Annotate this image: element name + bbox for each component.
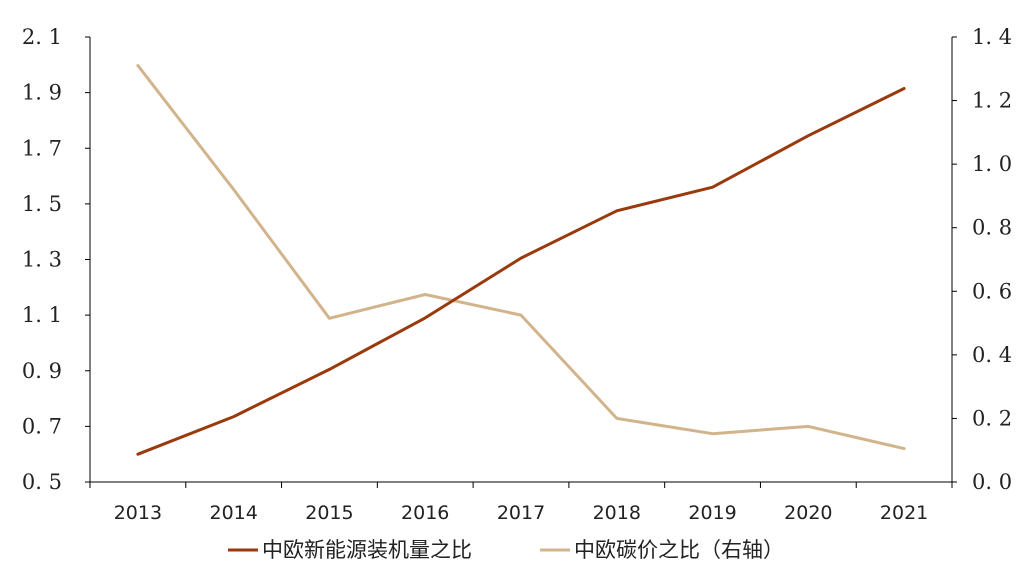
- y-left-tick-label: 1. 9: [22, 81, 62, 105]
- y-right-tick-label: 0. 2: [972, 406, 1012, 430]
- y-right-tick-label: 1. 0: [972, 152, 1012, 176]
- series-line-carbon-price-ratio: [136, 64, 906, 451]
- x-tick-label: 2019: [688, 502, 736, 524]
- y-right-tick-label: 1. 2: [972, 89, 1012, 113]
- y-right-tick-label: 1. 4: [972, 25, 1012, 49]
- y-left-tick-label: 0. 5: [22, 470, 62, 494]
- y-right-tick-label: 0. 0: [972, 470, 1012, 494]
- y-left-tick-label: 1. 3: [22, 248, 62, 272]
- series-layer: [136, 64, 906, 456]
- x-tick-label: 2015: [305, 502, 353, 524]
- x-tick-label: 2016: [401, 502, 449, 524]
- y-right-tick-label: 0. 4: [972, 343, 1012, 367]
- axes-layer: 0. 5 0. 7 0. 9 1. 1 1. 3 1. 5 1. 7 1. 9 2. 1 0. 0…: [22, 25, 1012, 524]
- x-tick-label: 2017: [497, 502, 545, 524]
- y-left-tick-label: 2. 1: [22, 25, 62, 49]
- legend: 中欧新能源装机量之比 中欧碳价之比（右轴）: [228, 538, 784, 562]
- y-left-tick-label: 1. 5: [22, 192, 62, 216]
- legend-label: 中欧新能源装机量之比: [262, 538, 472, 562]
- legend-label: 中欧碳价之比（右轴）: [574, 538, 784, 562]
- x-tick-label: 2020: [784, 502, 832, 524]
- legend-item-carbon-price-ratio: 中欧碳价之比（右轴）: [540, 538, 784, 562]
- y-left-tick-label: 1. 7: [22, 136, 62, 160]
- y-left-tick-label: 0. 7: [22, 414, 62, 438]
- x-tick-label: 2018: [593, 502, 641, 524]
- x-tick-label: 2021: [880, 502, 928, 524]
- legend-item-new-energy-capacity-ratio: 中欧新能源装机量之比: [228, 538, 472, 562]
- y-right-tick-label: 0. 6: [972, 279, 1012, 303]
- x-tick-label: 2013: [114, 502, 162, 524]
- y-right-tick-label: 0. 8: [972, 216, 1012, 240]
- x-tick-label: 2014: [209, 502, 257, 524]
- y-left-tick-label: 1. 1: [22, 303, 62, 327]
- y-left-tick-label: 0. 9: [22, 359, 62, 383]
- series-line-new-energy-capacity-ratio: [136, 87, 906, 456]
